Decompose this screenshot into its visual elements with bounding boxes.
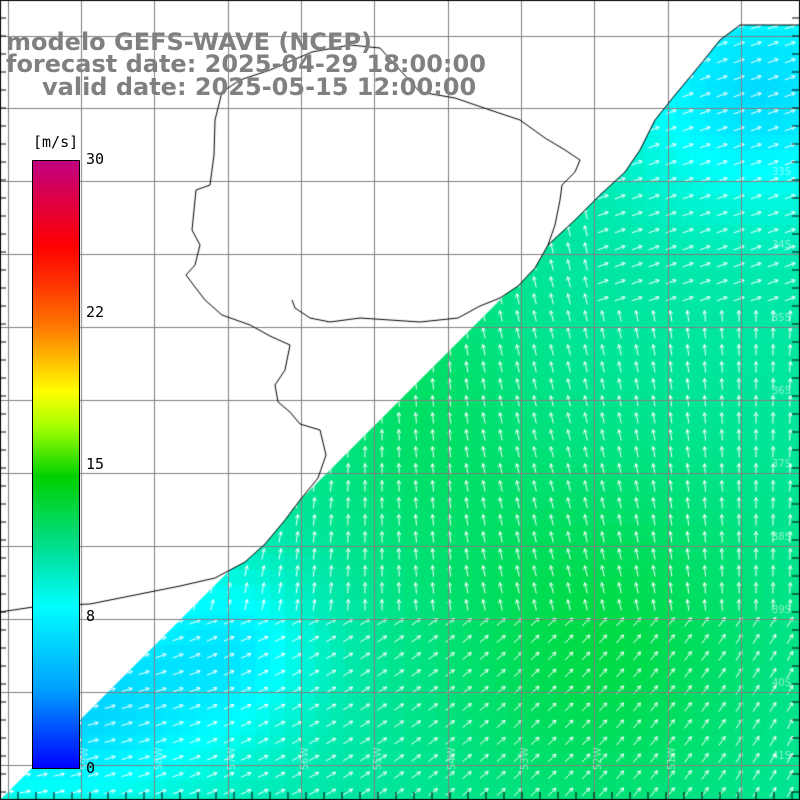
colorbar: [32, 160, 80, 769]
colorbar-tick-8: 8: [86, 607, 96, 625]
colorbar-tick-0: 0: [86, 759, 96, 777]
colorbar-tick-30: 30: [86, 150, 105, 168]
valid-date: valid date: 2025-05-15 12:00:00: [42, 73, 477, 101]
forecast-date: forecast date: 2025-04-29 18:00:00: [6, 50, 486, 78]
colorbar-tick-22: 22: [86, 303, 105, 321]
colorbar-units: [m/s]: [33, 133, 79, 151]
model-title: modelo GEFS-WAVE (NCEP): [6, 28, 372, 56]
colorbar-tick-15: 15: [86, 455, 105, 473]
